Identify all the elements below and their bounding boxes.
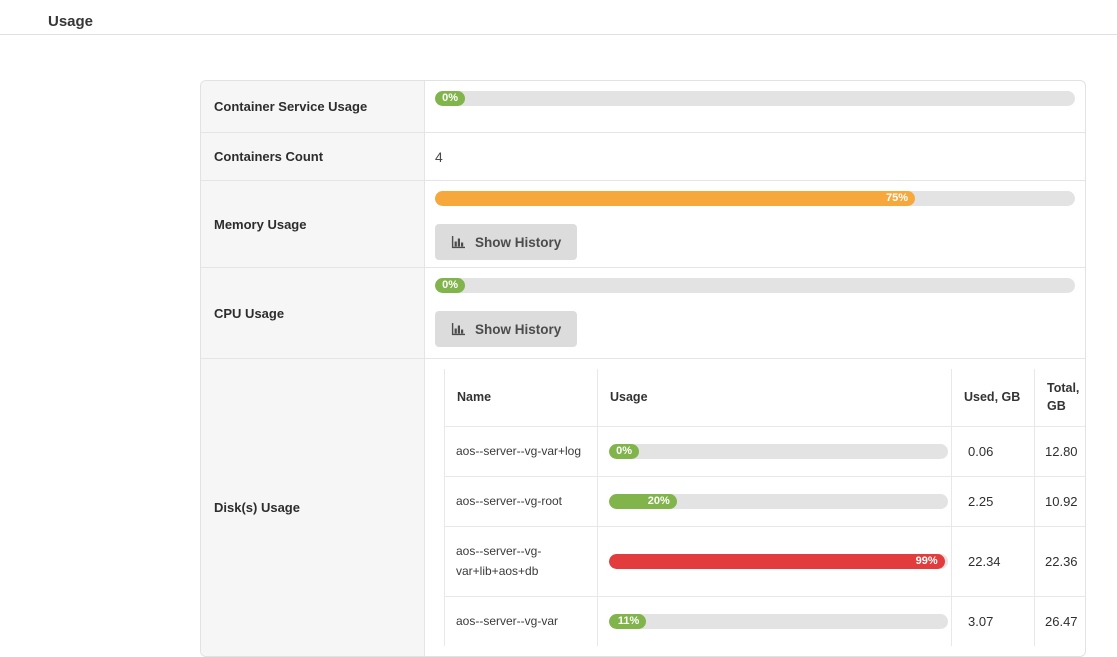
progress-percent-label: 75% [885, 192, 908, 204]
row-cpu-usage: CPU Usage 0% Show History [201, 268, 1085, 359]
disk-usage-bar: 99% [609, 554, 948, 570]
progress-percent-label: 11% [617, 614, 640, 627]
disk-name: aos--server--vg-var+lib+aos+db [444, 526, 598, 597]
progress-percent-label: 0% [616, 445, 632, 458]
col-header-total: Total, GB [1034, 369, 1085, 427]
memory-show-history-button[interactable]: Show History [435, 224, 578, 260]
bar-chart-icon [451, 235, 466, 249]
disk-used-gb: 2.25 [951, 476, 1035, 528]
progress-percent-label: 0% [442, 279, 458, 291]
bar-chart-icon [451, 322, 466, 336]
disk-usage-bar: 0% [609, 444, 948, 460]
page-title: Usage [48, 13, 94, 30]
row-containers-count: Containers Count 4 [201, 133, 1085, 181]
progress-fill: 99% [609, 554, 945, 570]
show-history-label: Show History [475, 234, 562, 250]
disk-used-gb: 3.07 [951, 596, 1035, 646]
progress-fill: 0% [435, 278, 465, 293]
row-container-service-usage: Container Service Usage 0% [201, 81, 1085, 133]
progress-fill: 20% [609, 494, 677, 510]
usage-card: Container Service Usage 0% Containers Co… [200, 80, 1086, 657]
disk-table-row: aos--server--vg-var+lib+aos+db 99% 22.34… [444, 526, 1085, 597]
disk-used-gb: 0.06 [951, 426, 1035, 478]
disks-table-header-row: Name Usage Used, GB Total, GB [444, 369, 1085, 427]
row-memory-usage: Memory Usage 75% Show History [201, 181, 1085, 268]
disk-total-gb: 12.80 [1034, 426, 1085, 478]
disks-table: Name Usage Used, GB Total, GB aos--serve… [444, 369, 1085, 646]
show-history-label: Show History [475, 321, 562, 337]
progress-percent-label: 0% [442, 92, 458, 104]
disk-usage-bar: 11% [609, 613, 948, 629]
progress-fill: 0% [609, 444, 639, 460]
disk-name: aos--server--vg-var [444, 596, 598, 646]
disk-table-row: aos--server--vg-var 11% 3.07 26.47 [444, 596, 1085, 646]
disk-table-row: aos--server--vg-root 20% 2.25 10.92 [444, 476, 1085, 528]
progress-fill: 75% [435, 191, 915, 206]
progress-fill: 0% [435, 91, 465, 106]
disks-usage-label: Disk(s) Usage [201, 359, 425, 656]
disk-usage-bar: 20% [609, 494, 948, 510]
progress-percent-label: 99% [915, 555, 938, 568]
disk-total-gb: 10.92 [1034, 476, 1085, 528]
container-service-usage-label: Container Service Usage [201, 81, 425, 132]
container-service-usage-bar: 0% [435, 91, 1075, 106]
col-header-usage: Usage [597, 369, 952, 427]
cpu-show-history-button[interactable]: Show History [435, 311, 578, 347]
cpu-usage-label: CPU Usage [201, 268, 425, 358]
col-header-used: Used, GB [951, 369, 1035, 427]
containers-count-label: Containers Count [201, 133, 425, 180]
row-disks-usage: Disk(s) Usage Name Usage Used, GB Total,… [201, 359, 1085, 656]
disk-total-gb: 22.36 [1034, 526, 1085, 597]
cpu-usage-bar: 0% [435, 278, 1075, 293]
disk-table-row: aos--server--vg-var+log 0% 0.06 12.80 [444, 426, 1085, 478]
memory-usage-bar: 75% [435, 191, 1075, 206]
progress-fill: 11% [609, 613, 647, 629]
memory-usage-label: Memory Usage [201, 181, 425, 267]
col-header-name: Name [444, 369, 598, 427]
disk-name: aos--server--vg-var+log [444, 426, 598, 478]
containers-count-value: 4 [435, 148, 443, 165]
progress-percent-label: 20% [647, 495, 670, 508]
disk-total-gb: 26.47 [1034, 596, 1085, 646]
page-header: Usage [0, 0, 1117, 35]
disk-name: aos--server--vg-root [444, 476, 598, 528]
disk-used-gb: 22.34 [951, 526, 1035, 597]
